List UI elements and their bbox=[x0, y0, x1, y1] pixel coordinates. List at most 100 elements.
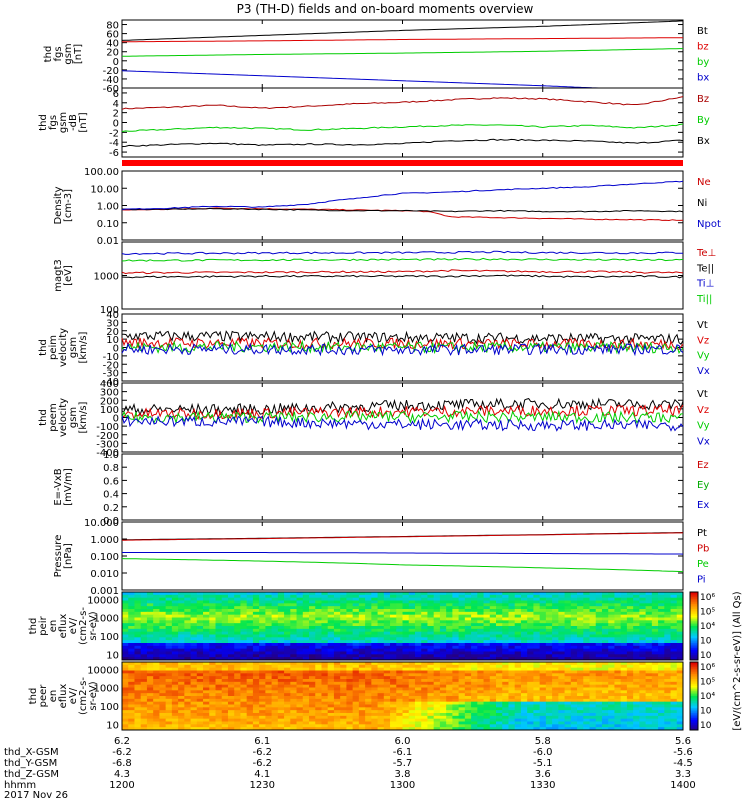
spectrogram-cell bbox=[639, 724, 646, 727]
spectrogram-cell bbox=[147, 699, 154, 702]
spectrogram-cell bbox=[471, 699, 478, 702]
spectrogram-cell bbox=[396, 595, 403, 598]
spectrogram-cell bbox=[502, 603, 509, 606]
spectrogram-cell bbox=[658, 707, 665, 710]
spectrogram-cell bbox=[465, 595, 472, 598]
spectrogram-cell bbox=[446, 690, 453, 693]
spectrogram-cell bbox=[390, 620, 397, 623]
spectrogram-cell bbox=[259, 682, 266, 685]
spectrogram-cell bbox=[646, 646, 653, 649]
spectrogram-cell bbox=[633, 673, 640, 676]
spectrogram-cell bbox=[321, 629, 328, 632]
spectrogram-cell bbox=[122, 690, 129, 693]
spectrogram-cell bbox=[508, 629, 515, 632]
spectrogram-cell bbox=[452, 595, 459, 598]
date-label: 2017 Nov 26 bbox=[4, 790, 68, 800]
spectrogram-cell bbox=[490, 646, 497, 649]
spectrogram-cell bbox=[128, 724, 135, 727]
spectrogram-cell bbox=[134, 654, 141, 657]
spectrogram-cell bbox=[427, 629, 434, 632]
spectrogram-cell bbox=[197, 665, 204, 668]
spectrogram-cell bbox=[153, 612, 160, 615]
spectrogram-cell bbox=[141, 707, 148, 710]
spectrogram-cell bbox=[384, 612, 391, 615]
legend-by: by bbox=[697, 57, 709, 68]
spectrogram-cell bbox=[191, 673, 198, 676]
spectrogram-cell bbox=[153, 637, 160, 640]
spectrogram-cell bbox=[446, 724, 453, 727]
spectrogram-cell bbox=[384, 654, 391, 657]
x-row-value: -5.1 bbox=[533, 758, 553, 769]
spectrogram-cell bbox=[334, 716, 341, 719]
spectrogram-cell bbox=[384, 724, 391, 727]
spectrogram-cell bbox=[384, 637, 391, 640]
spectrogram-cell bbox=[533, 690, 540, 693]
y-tick-label: 1.00 bbox=[97, 202, 119, 213]
spectrogram-cell bbox=[191, 716, 198, 719]
spectrogram-cell bbox=[671, 603, 678, 606]
spectrogram-cell bbox=[122, 629, 129, 632]
spectrogram-cell bbox=[153, 665, 160, 668]
legend-Ey: Ey bbox=[697, 480, 709, 491]
spectrogram-cell bbox=[328, 654, 335, 657]
spectrogram-cell bbox=[390, 637, 397, 640]
spectrogram-cell bbox=[359, 646, 366, 649]
spectrogram-cell bbox=[434, 707, 441, 710]
spectrogram-cell bbox=[378, 654, 385, 657]
spectrogram-cell bbox=[452, 699, 459, 702]
spectrogram-cell bbox=[558, 654, 565, 657]
spectrogram-cell bbox=[396, 603, 403, 606]
spectrogram-cell bbox=[471, 612, 478, 615]
spectrogram-cell bbox=[403, 603, 410, 606]
spectrogram-cell bbox=[533, 673, 540, 676]
spectrogram-cell bbox=[533, 654, 540, 657]
spectrogram-cell bbox=[590, 724, 597, 727]
spectrogram-cell bbox=[490, 654, 497, 657]
spectrogram-cell bbox=[359, 595, 366, 598]
spectrogram-cell bbox=[122, 620, 129, 623]
spectrogram-cell bbox=[384, 595, 391, 598]
spectrogram-cell bbox=[558, 603, 565, 606]
spectrogram-cell bbox=[309, 716, 316, 719]
spectrogram-cell bbox=[153, 707, 160, 710]
spectrogram-cell bbox=[303, 654, 310, 657]
spectrogram-cell bbox=[552, 707, 559, 710]
spectrogram-cell bbox=[371, 699, 378, 702]
spectrogram-cell bbox=[378, 612, 385, 615]
spectrogram-cell bbox=[434, 612, 441, 615]
spectrogram-cell bbox=[290, 682, 297, 685]
spectrogram-cell bbox=[627, 682, 634, 685]
spectrogram-cell bbox=[240, 665, 247, 668]
colorbar-2: 10⁶10⁵10⁴10⁳10⁲ bbox=[690, 662, 715, 731]
spectrogram-cell bbox=[484, 654, 491, 657]
spectrogram-cell bbox=[527, 690, 534, 693]
spectrogram-cell bbox=[639, 646, 646, 649]
spectrogram-cell bbox=[565, 690, 572, 693]
spectrogram-cell bbox=[459, 603, 466, 606]
y-tick-label: 1000 bbox=[94, 272, 119, 283]
spectrogram-cell bbox=[496, 699, 503, 702]
spectrogram-cell bbox=[303, 707, 310, 710]
spectrogram-cell bbox=[664, 707, 671, 710]
spectrogram-cell bbox=[141, 673, 148, 676]
spectrogram-cell bbox=[159, 595, 166, 598]
spectrogram-cell bbox=[627, 603, 634, 606]
spectrogram-cell bbox=[527, 637, 534, 640]
spectrogram-cell bbox=[540, 612, 547, 615]
spectrogram-cell bbox=[240, 629, 247, 632]
spectrogram-cell bbox=[496, 637, 503, 640]
spectrogram-cell bbox=[527, 595, 534, 598]
spectrogram-cell bbox=[621, 646, 628, 649]
spectrogram-cell bbox=[297, 707, 304, 710]
spectrogram-cell bbox=[409, 629, 416, 632]
spectrogram-cell bbox=[596, 665, 603, 668]
spectrogram-cell bbox=[278, 690, 285, 693]
spectrogram-cell bbox=[228, 699, 235, 702]
y-tick-label: 1.0 bbox=[103, 450, 119, 461]
spectrogram-cell bbox=[459, 629, 466, 632]
spectrogram-cell bbox=[209, 724, 216, 727]
spectrogram-cell bbox=[596, 707, 603, 710]
spectrogram-cell bbox=[639, 690, 646, 693]
y-tick-label: 10000 bbox=[87, 595, 119, 606]
spectrogram-cell bbox=[178, 646, 185, 649]
